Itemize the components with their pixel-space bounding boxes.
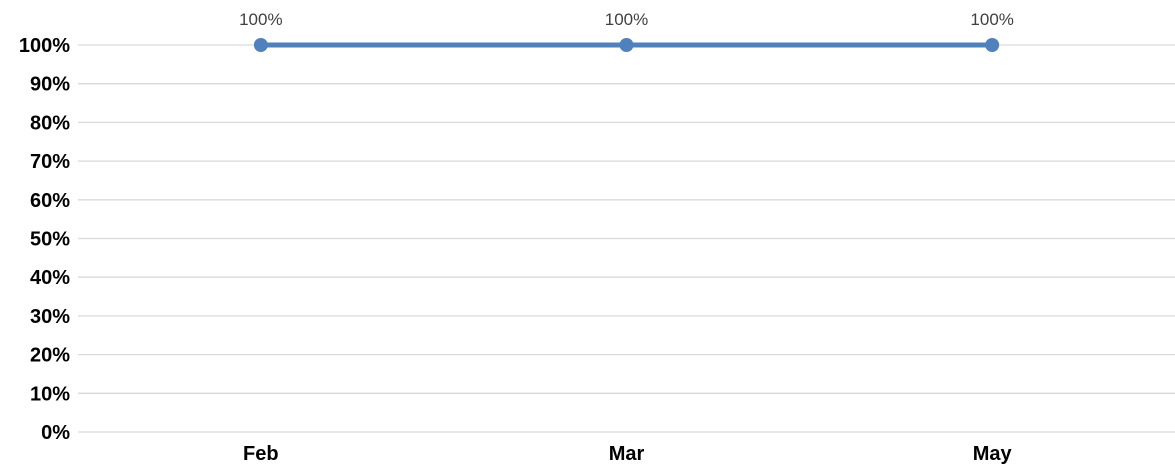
y-tick-label: 30% bbox=[30, 306, 70, 328]
x-tick-label: Feb bbox=[243, 443, 279, 465]
y-tick-label: 20% bbox=[30, 345, 70, 367]
data-label: 100% bbox=[970, 10, 1013, 29]
y-tick-label: 70% bbox=[30, 151, 70, 173]
y-axis-tick-labels: 0% 10% 20% 30% 40% 50% 60% 70% 80% 90% 100% bbox=[19, 35, 70, 444]
y-tick-label: 40% bbox=[30, 267, 70, 289]
y-tick-label: 60% bbox=[30, 190, 70, 212]
y-tick-label: 90% bbox=[30, 74, 70, 96]
data-label: 100% bbox=[239, 10, 282, 29]
data-label: 100% bbox=[605, 10, 648, 29]
x-tick-label: May bbox=[973, 443, 1013, 465]
series-plot bbox=[253, 38, 1000, 52]
data-labels: 100% 100% 100% bbox=[239, 10, 1014, 29]
y-tick-label: 10% bbox=[30, 383, 70, 405]
data-point bbox=[985, 38, 1000, 52]
y-tick-label: 0% bbox=[41, 422, 70, 444]
data-point bbox=[619, 38, 634, 52]
y-tick-label: 80% bbox=[30, 112, 70, 134]
x-tick-label: Mar bbox=[609, 443, 645, 465]
gridlines bbox=[78, 44, 1175, 433]
y-tick-label: 100% bbox=[19, 35, 70, 57]
data-point bbox=[253, 38, 268, 52]
x-axis-tick-labels: Feb Mar May bbox=[243, 443, 1012, 465]
y-tick-label: 50% bbox=[30, 229, 70, 251]
